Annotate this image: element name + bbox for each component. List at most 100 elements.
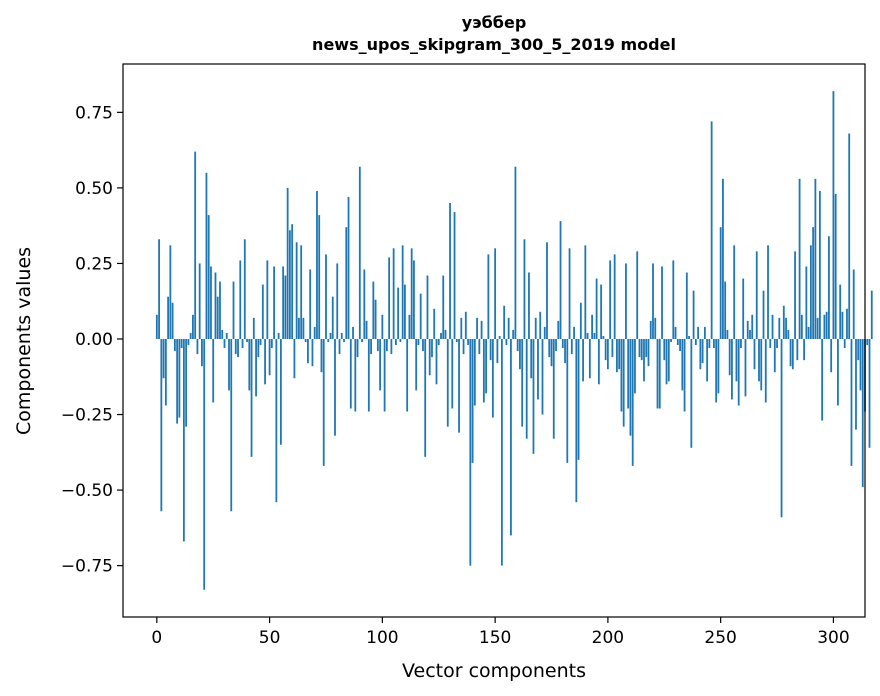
bar-165 — [528, 272, 530, 339]
bar-98 — [376, 338, 379, 352]
bar-127 — [442, 275, 445, 339]
bar-57 — [284, 275, 287, 339]
x-tick-label: 150 — [479, 628, 511, 648]
bar-109 — [401, 245, 404, 339]
bar-113 — [410, 248, 413, 339]
bar-108 — [399, 338, 402, 343]
bar-141 — [473, 338, 476, 406]
bar-94 — [367, 338, 370, 412]
bar-76 — [327, 338, 330, 343]
bar-307 — [848, 133, 851, 339]
bar-102 — [385, 338, 388, 352]
bar-97 — [374, 299, 377, 339]
bar-272 — [769, 338, 772, 349]
bar-295 — [821, 338, 824, 421]
bar-8 — [173, 338, 176, 352]
bar-133 — [455, 338, 458, 343]
bar-146 — [485, 338, 487, 394]
bar-270 — [764, 338, 767, 403]
bar-269 — [762, 290, 765, 339]
bar-35 — [234, 338, 237, 355]
bar-139 — [469, 338, 472, 566]
bar-266 — [755, 251, 758, 339]
bar-77 — [329, 332, 332, 339]
bar-256 — [733, 245, 736, 339]
bar-65 — [302, 317, 305, 339]
bar-75 — [325, 254, 327, 339]
bar-189 — [582, 338, 584, 382]
bar-225 — [663, 338, 666, 361]
bar-291 — [812, 227, 815, 339]
bar-216 — [643, 338, 645, 382]
bar-72 — [318, 215, 321, 339]
bar-242 — [701, 338, 704, 364]
bar-49 — [266, 260, 269, 339]
bar-93 — [365, 320, 368, 339]
bar-223 — [658, 338, 661, 409]
bar-121 — [428, 338, 431, 376]
bar-226 — [665, 338, 668, 385]
bar-45 — [257, 338, 260, 358]
bar-179 — [559, 221, 562, 339]
x-tick-label: 200 — [592, 628, 624, 648]
bar-209 — [627, 338, 630, 409]
bar-228 — [670, 338, 672, 343]
bar-268 — [760, 338, 763, 391]
bar-15 — [189, 332, 192, 339]
bar-289 — [807, 326, 810, 339]
bar-112 — [408, 314, 411, 339]
bar-38 — [241, 338, 244, 349]
chart-title-line2: news_upos_skipgram_300_5_2019 model — [312, 35, 676, 54]
bar-243 — [703, 326, 706, 339]
bar-43 — [252, 317, 255, 339]
bar-1 — [158, 239, 160, 339]
bar-61 — [293, 338, 296, 379]
bar-253 — [726, 329, 729, 339]
bar-215 — [640, 338, 643, 361]
bar-244 — [706, 338, 709, 382]
bar-238 — [692, 290, 695, 339]
bar-136 — [462, 338, 465, 355]
bar-158 — [512, 329, 515, 339]
bar-52 — [273, 266, 275, 339]
bar-106 — [394, 338, 397, 346]
bar-274 — [773, 338, 776, 373]
bar-117 — [419, 293, 422, 339]
bar-196 — [597, 338, 600, 385]
bar-95 — [370, 338, 372, 355]
bar-62 — [295, 242, 298, 339]
bar-144 — [480, 320, 483, 339]
bar-156 — [507, 317, 510, 339]
bar-162 — [521, 338, 524, 427]
bar-290 — [809, 245, 812, 339]
bar-148 — [489, 338, 492, 361]
bar-192 — [588, 338, 591, 379]
bar-110 — [404, 284, 406, 339]
bar-60 — [291, 224, 294, 339]
bar-115 — [415, 338, 418, 391]
bar-212 — [634, 338, 636, 394]
bar-200 — [606, 338, 609, 370]
bar-292 — [814, 178, 817, 339]
y-tick-label: −0.25 — [61, 406, 113, 426]
bar-187 — [577, 338, 580, 460]
bar-182 — [566, 338, 569, 463]
x-axis-label: Vector components — [402, 660, 586, 682]
bar-220 — [652, 263, 654, 339]
bar-30 — [223, 338, 226, 349]
x-tick-label: 50 — [259, 628, 281, 648]
bar-309 — [852, 269, 855, 339]
bar-183 — [568, 248, 571, 339]
bar-172 — [543, 326, 546, 339]
bar-22 — [205, 172, 208, 339]
bar-56 — [282, 266, 285, 339]
bar-312 — [859, 338, 862, 391]
bar-240 — [697, 326, 699, 339]
bar-64 — [300, 245, 303, 339]
bar-81 — [338, 338, 341, 355]
bar-69 — [311, 338, 314, 367]
bar-18 — [196, 338, 199, 355]
bar-181 — [564, 338, 566, 364]
bar-21 — [203, 338, 206, 590]
